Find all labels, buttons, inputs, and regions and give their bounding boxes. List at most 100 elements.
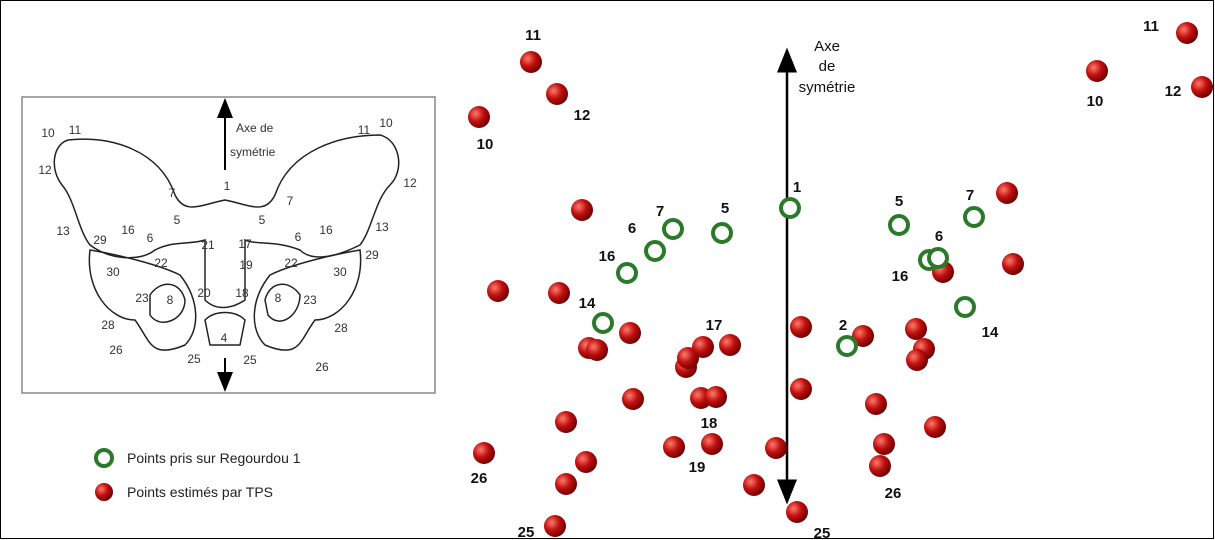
- axis-label: de: [819, 58, 836, 75]
- estimated-point: [765, 437, 787, 459]
- measured-point: [592, 312, 614, 334]
- estimated-point: [786, 501, 808, 523]
- inset-landmark-label: 10: [379, 116, 393, 130]
- estimated-point: [555, 473, 577, 495]
- estimated-point: [544, 515, 566, 537]
- point-label: 10: [1087, 93, 1104, 110]
- estimated-point: [924, 416, 946, 438]
- inset-landmark-label: 8: [167, 293, 174, 307]
- inset-landmark-label: 28: [334, 321, 348, 335]
- pelvis-drawing: [53, 134, 400, 351]
- inset-landmark-label: 20: [197, 286, 211, 300]
- point-label: 7: [966, 187, 974, 204]
- inset-landmark-label: 21: [201, 238, 215, 252]
- estimated-point: [705, 386, 727, 408]
- measured-point: [779, 197, 801, 219]
- estimated-point: [790, 316, 812, 338]
- estimated-point: [520, 51, 542, 73]
- legend-red-marker: [95, 483, 113, 501]
- point-label: 12: [1165, 83, 1182, 100]
- inset-landmark-label: 5: [174, 213, 181, 227]
- point-label: 5: [721, 200, 729, 217]
- legend-green-marker: [94, 448, 114, 468]
- estimated-point: [852, 325, 874, 347]
- point-label: 26: [885, 485, 902, 502]
- estimated-point: [869, 455, 891, 477]
- point-label: 11: [525, 27, 541, 44]
- inset-landmark-label: 4: [221, 331, 228, 345]
- measured-point: [711, 222, 733, 244]
- point-label: 6: [628, 220, 636, 237]
- inset-landmark-label: 13: [56, 224, 70, 238]
- estimated-point: [586, 339, 608, 361]
- inset-landmark-label: 30: [333, 265, 347, 279]
- estimated-point: [473, 442, 495, 464]
- inset-axis-label: Axe de: [236, 121, 274, 135]
- inset-landmark-label: 17: [238, 237, 252, 251]
- estimated-point: [548, 282, 570, 304]
- inset-landmark-label: 19: [239, 258, 253, 272]
- inset-landmark-label: 23: [303, 293, 317, 307]
- measured-point: [616, 262, 638, 284]
- point-label: 25: [814, 525, 831, 540]
- point-label: 6: [935, 228, 943, 245]
- estimated-point: [663, 436, 685, 458]
- estimated-point: [905, 318, 927, 340]
- legend-label: Points pris sur Regourdou 1: [127, 450, 301, 466]
- point-label: 10: [477, 136, 494, 153]
- measured-point: [644, 240, 666, 262]
- inset-landmark-label: 18: [235, 286, 249, 300]
- point-label: 25: [518, 524, 535, 540]
- point-label: 1: [793, 179, 801, 196]
- axis-label: symétrie: [799, 79, 856, 96]
- point-label: 19: [689, 459, 706, 476]
- inset-landmark-label: 6: [147, 231, 154, 245]
- inset-landmark-label: 6: [295, 230, 302, 244]
- estimated-point: [906, 349, 928, 371]
- point-label: 7: [656, 203, 664, 220]
- inset-landmark-label: 13: [375, 220, 389, 234]
- measured-point: [927, 247, 949, 269]
- estimated-point: [743, 474, 765, 496]
- estimated-point: [865, 393, 887, 415]
- inset-landmark-label: 23: [135, 291, 149, 305]
- inset-landmark-label: 22: [284, 256, 298, 270]
- point-label: 2: [839, 317, 847, 334]
- point-label: 17: [706, 317, 723, 334]
- estimated-point: [1002, 253, 1024, 275]
- inset-landmark-label: 30: [106, 265, 120, 279]
- estimated-point: [487, 280, 509, 302]
- inset-landmark-label: 16: [121, 223, 135, 237]
- estimated-point: [692, 336, 714, 358]
- estimated-point: [1086, 60, 1108, 82]
- inset-landmark-label: 1: [224, 179, 231, 193]
- estimated-point: [719, 334, 741, 356]
- point-label: 16: [892, 268, 909, 285]
- point-label: 16: [599, 248, 616, 265]
- estimated-point: [546, 83, 568, 105]
- inset-landmark-label: 29: [93, 233, 107, 247]
- inset-landmark-label: 16: [319, 223, 333, 237]
- inset-landmark-label: 12: [38, 163, 52, 177]
- measured-point: [954, 296, 976, 318]
- estimated-point: [873, 433, 895, 455]
- inset-landmark-label: 26: [109, 343, 123, 357]
- inset-landmark-label: 11: [69, 123, 82, 137]
- estimated-point: [575, 451, 597, 473]
- estimated-point: [701, 433, 723, 455]
- inset-landmark-label: 7: [169, 186, 176, 200]
- inset-landmark-label: 12: [403, 176, 417, 190]
- measured-point: [888, 214, 910, 236]
- measured-point: [836, 335, 858, 357]
- axis-label: Axe: [814, 38, 840, 55]
- inset-landmark-label: 22: [154, 256, 168, 270]
- point-label: 5: [895, 193, 903, 210]
- inset-axis-label: symétrie: [230, 145, 276, 159]
- inset-box: [21, 96, 436, 394]
- measured-point: [662, 218, 684, 240]
- inset-landmark-label: 25: [243, 353, 257, 367]
- estimated-point: [619, 322, 641, 344]
- point-label: 14: [982, 324, 999, 341]
